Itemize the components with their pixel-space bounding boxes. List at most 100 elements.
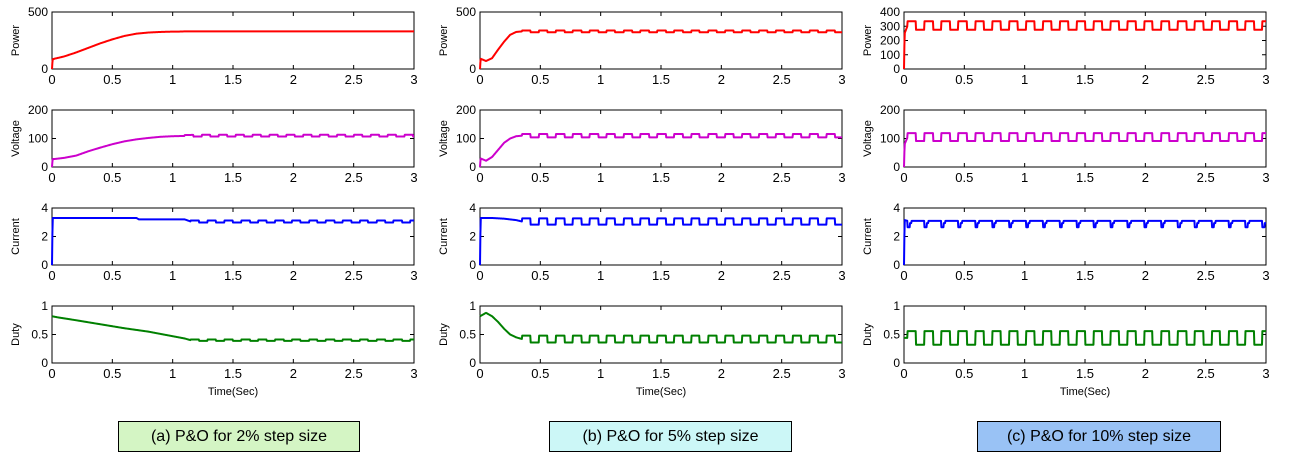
y-tick-label: 0	[469, 356, 476, 370]
x-tick-label: 1.5	[1076, 72, 1094, 87]
x-tick-label: 2.5	[773, 268, 791, 283]
y-tick-label: 0.5	[883, 328, 900, 342]
y-tick-label: 2	[469, 230, 476, 244]
y-tick-label: 0	[893, 160, 900, 174]
y-tick-label: 1	[41, 299, 48, 313]
y-axis-label: Current	[10, 218, 22, 255]
subplot-b-current: 0 0.5 1 1.5 2 2.5 3 0 2 4 Current	[438, 201, 846, 283]
x-tick-label: 2	[290, 72, 297, 87]
x-tick-label: 2	[1142, 268, 1149, 283]
series-line-power	[479, 29, 843, 70]
x-tick-label: 1	[597, 366, 604, 381]
series-line-duty	[479, 311, 843, 344]
series-line-current	[479, 216, 843, 266]
x-tick-label: 0.5	[955, 72, 973, 87]
x-tick-label: 0.5	[955, 268, 973, 283]
x-tick-label: 1.5	[652, 268, 670, 283]
x-tick-label: 3	[410, 268, 417, 283]
axes-frame	[51, 305, 415, 364]
y-axis-label: Voltage	[862, 120, 874, 157]
x-tick-label: 3	[410, 170, 417, 185]
x-tick-label: 3	[410, 72, 417, 87]
x-tick-label: 1.5	[224, 72, 242, 87]
subplot-b-voltage: 0 0.5 1 1.5 2 2.5 3 0 100 200 Voltage	[438, 103, 846, 185]
x-tick-label: 3	[1262, 268, 1269, 283]
y-tick-label: 4	[469, 201, 476, 215]
series-line-power	[903, 20, 1267, 70]
x-tick-label: 0.5	[531, 170, 549, 185]
x-tick-label: 0	[900, 170, 907, 185]
x-tick-label: 1	[597, 268, 604, 283]
subplot-c-voltage: 0 0.5 1 1.5 2 2.5 3 0 100 200 Voltage	[862, 103, 1270, 185]
x-tick-label: 0.5	[103, 72, 121, 87]
x-tick-label: 0.5	[103, 170, 121, 185]
series-line-voltage	[51, 133, 415, 168]
x-tick-label: 1	[169, 366, 176, 381]
y-tick-label: 200	[880, 103, 900, 117]
x-tick-label: 0	[900, 366, 907, 381]
x-tick-label: 0.5	[531, 268, 549, 283]
x-tick-label: 0.5	[531, 366, 549, 381]
x-tick-label: 2.5	[773, 366, 791, 381]
x-tick-label: 2.5	[345, 268, 363, 283]
x-tick-label: 0.5	[955, 366, 973, 381]
y-tick-label: 100	[880, 132, 900, 146]
subplot-a-voltage: 0 0.5 1 1.5 2 2.5 3 0 100 200 Voltage	[10, 103, 418, 185]
x-tick-label: 2.5	[773, 72, 791, 87]
y-tick-label: 0	[469, 160, 476, 174]
y-tick-label: 500	[28, 5, 48, 19]
x-tick-label: 1	[169, 170, 176, 185]
x-tick-label: 2	[718, 170, 725, 185]
x-tick-label: 2	[1142, 366, 1149, 381]
x-tick-label: 1	[1021, 366, 1028, 381]
x-tick-label: 0.5	[103, 268, 121, 283]
x-tick-label: 1.5	[224, 170, 242, 185]
axes-frame	[479, 11, 843, 70]
x-tick-label: 1	[169, 72, 176, 87]
subplot-a-power: 0 0.5 1 1.5 2 2.5 3 0 500 Power	[10, 5, 418, 87]
y-tick-label: 0	[469, 258, 476, 272]
y-tick-label: 100	[456, 132, 476, 146]
series-line-voltage	[903, 132, 1267, 168]
y-tick-label: 400	[880, 5, 900, 19]
x-tick-label: 3	[838, 170, 845, 185]
caption-panel-b: (b) P&O for 5% step size	[549, 421, 792, 452]
series-line-voltage	[479, 132, 843, 168]
x-tick-label: 2.5	[1197, 366, 1215, 381]
subplot-a-duty: 0 0.5 1 1.5 2 2.5 3 0 0.5 1 Duty Time(Sec)	[10, 299, 418, 398]
x-tick-label: 0	[48, 170, 55, 185]
x-tick-label: 2.5	[1197, 170, 1215, 185]
y-axis-label: Voltage	[438, 120, 450, 157]
y-tick-label: 200	[28, 103, 48, 117]
y-tick-label: 0	[893, 62, 900, 76]
y-axis-label: Current	[438, 218, 450, 255]
axes-frame	[479, 305, 843, 364]
x-tick-label: 3	[838, 366, 845, 381]
y-tick-label: 4	[893, 201, 900, 215]
x-tick-label: 2	[290, 366, 297, 381]
x-tick-label: 3	[1262, 72, 1269, 87]
y-tick-label: 0	[41, 160, 48, 174]
x-tick-label: 1.5	[652, 170, 670, 185]
x-tick-label: 2	[1142, 170, 1149, 185]
caption-panel-a: (a) P&O for 2% step size	[118, 421, 360, 452]
x-tick-label: 1.5	[224, 366, 242, 381]
axes-frame	[903, 207, 1267, 266]
x-tick-label: 1.5	[1076, 268, 1094, 283]
y-axis-label: Duty	[438, 323, 450, 346]
y-axis-label: Duty	[862, 323, 874, 346]
subplot-b-duty: 0 0.5 1 1.5 2 2.5 3 0 0.5 1 Duty Time(Sec)	[438, 299, 846, 398]
series-line-power	[51, 30, 415, 70]
axes-frame	[51, 11, 415, 70]
x-tick-label: 2.5	[345, 170, 363, 185]
subplot-c-duty: 0 0.5 1 1.5 2 2.5 3 0 0.5 1 Duty Time(Sec)	[862, 299, 1270, 398]
y-tick-label: 4	[41, 201, 48, 215]
y-tick-label: 100	[880, 48, 900, 62]
y-tick-label: 0	[41, 356, 48, 370]
axes-frame	[479, 109, 843, 168]
x-tick-label: 0.5	[103, 366, 121, 381]
x-tick-label: 0	[476, 268, 483, 283]
x-tick-label: 3	[410, 366, 417, 381]
subplot-a-current: 0 0.5 1 1.5 2 2.5 3 0 2 4 Current	[10, 201, 418, 283]
